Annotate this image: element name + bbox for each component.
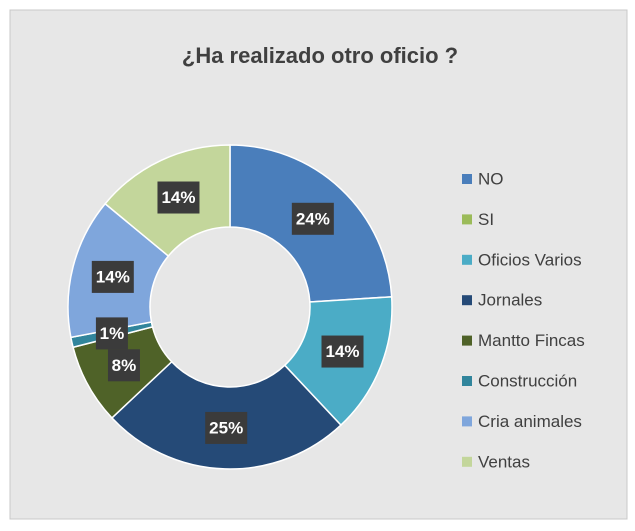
data-label: 14% <box>325 342 359 361</box>
chart-title: ¿Ha realizado otro oficio ? <box>182 43 458 68</box>
legend-swatch <box>462 456 472 467</box>
legend-label: Oficios Varios <box>478 250 582 269</box>
data-label-box <box>205 411 248 444</box>
legend-swatch <box>462 214 472 225</box>
data-label-box <box>91 260 134 293</box>
legend-swatch <box>462 335 472 346</box>
legend-label: Jornales <box>478 291 542 310</box>
legend-swatch <box>462 376 472 386</box>
data-label: 24% <box>296 209 330 228</box>
data-label-box <box>95 317 128 350</box>
legend-label: Construcción <box>478 371 577 390</box>
data-label-box <box>321 335 364 368</box>
legend-swatch <box>462 254 472 265</box>
legend-label: Mantto Fincas <box>478 331 585 350</box>
legend-swatch <box>462 416 472 427</box>
legend-label: Cria animales <box>478 412 582 431</box>
data-label-box <box>107 349 140 382</box>
data-label: 14% <box>96 267 130 286</box>
legend-label: SI <box>478 210 494 229</box>
legend-swatch <box>462 295 472 306</box>
data-label: 14% <box>161 188 195 207</box>
legend-label: NO <box>478 169 504 188</box>
data-label-box <box>291 202 334 235</box>
data-label: 8% <box>112 356 137 375</box>
data-label: 1% <box>100 324 125 343</box>
data-label: 25% <box>209 418 243 437</box>
legend-label: Ventas <box>478 452 530 471</box>
legend-swatch <box>462 174 472 184</box>
data-label-box <box>157 181 200 214</box>
